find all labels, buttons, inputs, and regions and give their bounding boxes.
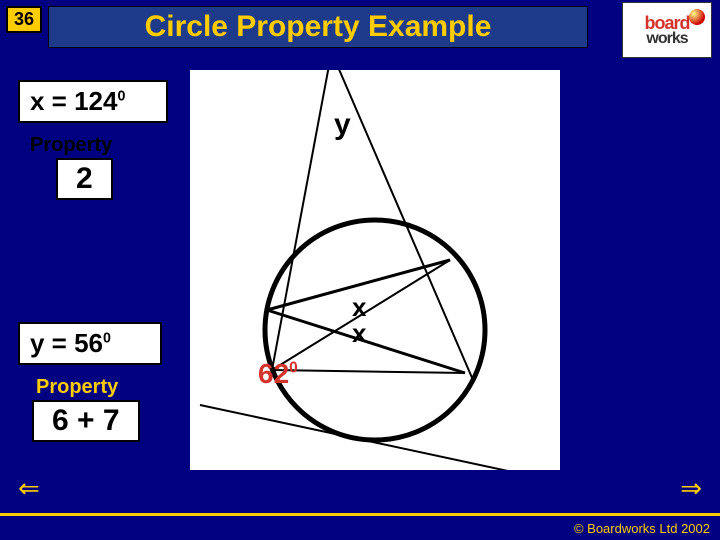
given-angle-value: 62: [258, 358, 289, 389]
angle-x-label-2: x: [352, 318, 366, 349]
result-x-text: x = 124: [30, 86, 117, 116]
next-arrow-icon[interactable]: ⇒: [680, 473, 702, 504]
property-label-2: Property: [36, 376, 118, 399]
footer-divider: [0, 513, 720, 516]
geometry-diagram: [190, 70, 560, 470]
given-angle-label: 620: [258, 358, 298, 390]
logo-ball-icon: [689, 9, 705, 25]
angle-y-label: y: [334, 108, 351, 142]
result-x-sup: 0: [117, 88, 125, 104]
copyright-text: © Boardworks Ltd 2002: [574, 521, 710, 536]
property-2-box: 2: [56, 158, 113, 200]
given-angle-sup: 0: [289, 360, 298, 377]
title-bar: Circle Property Example: [48, 6, 588, 48]
result-y-sup: 0: [103, 330, 111, 346]
slide-number-badge: 36: [6, 6, 42, 33]
diagram-area: y x x 620: [190, 70, 560, 470]
logo-text-2: works: [646, 30, 687, 48]
result-y-text: y = 56: [30, 328, 103, 358]
property-label-1: Property: [30, 134, 112, 157]
result-x-box: x = 1240: [18, 80, 168, 123]
result-y-box: y = 560: [18, 322, 162, 365]
logo: board works: [622, 2, 712, 58]
slide-title: Circle Property Example: [145, 10, 492, 44]
property-67-box: 6 + 7: [32, 400, 140, 442]
prev-arrow-icon[interactable]: ⇐: [18, 473, 40, 504]
